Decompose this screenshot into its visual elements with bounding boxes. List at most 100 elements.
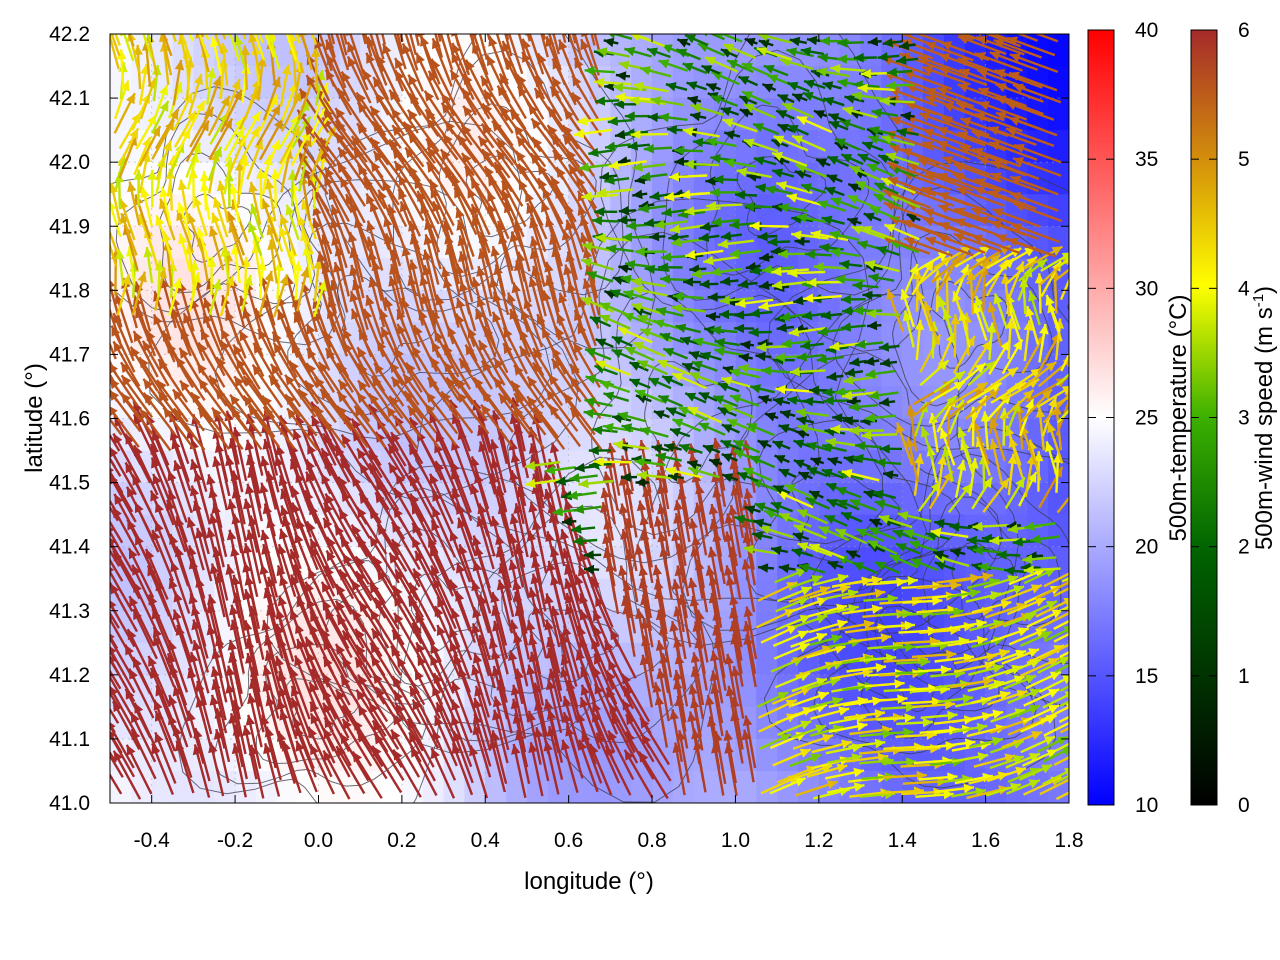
wind-arrow-head [242, 725, 252, 737]
temperature-cell [943, 514, 966, 548]
wind-arrow [511, 743, 527, 799]
wind-arrow-head [310, 744, 319, 756]
temperature-cell [631, 34, 653, 67]
wind-arrow-head [533, 727, 544, 738]
wind-arrow [826, 782, 865, 794]
wind-arrow-head [1028, 779, 1040, 789]
temperature-cell [860, 482, 883, 516]
temperature-cell [130, 770, 153, 803]
contour-line [812, 575, 1037, 755]
temperature-cell [631, 98, 653, 131]
temperature-cell [839, 674, 862, 708]
temperature-cell [860, 34, 883, 67]
temperature-cell [110, 66, 132, 99]
wind-arrow [263, 742, 281, 797]
temperature-cell [1006, 322, 1029, 356]
temperature-cell [318, 642, 341, 676]
wind-arrow [1055, 791, 1069, 801]
temperature-cell [756, 194, 778, 228]
wind-arrow-head [323, 750, 333, 762]
wind-arrow [985, 782, 1022, 797]
wind-arrow-head [154, 732, 164, 744]
temperature-cell [693, 418, 716, 452]
temperature-cell [401, 578, 424, 612]
wind-arrow-head [91, 519, 100, 530]
wind-arrow-head [89, 659, 98, 670]
temperature-cell [777, 546, 799, 580]
temperature-cell [610, 642, 632, 676]
temperature-cell [672, 66, 695, 99]
temperature-cell [964, 546, 987, 580]
wind-arrow [154, 731, 177, 784]
wind-arrow-head [826, 780, 838, 790]
temperature-cell [985, 482, 1008, 516]
contour-line [397, 456, 716, 803]
temperature-cell [443, 770, 466, 803]
temperature-cell [464, 354, 487, 388]
temperature-cell [1006, 354, 1029, 388]
wind-arrow-shaft [110, 772, 123, 795]
temperature-cell [297, 770, 320, 803]
temperature-cell [860, 386, 883, 420]
wind-arrow-head [263, 743, 273, 755]
wind-arrow [430, 747, 456, 799]
temperature-cell [902, 354, 924, 388]
wind-arrow [390, 728, 421, 778]
temperature-cell [1048, 66, 1069, 99]
wind-arrow-head [90, 581, 99, 592]
temperature-cell [110, 98, 132, 131]
wind-arrow-head [90, 676, 99, 687]
wind-arrow [623, 749, 654, 799]
wind-arrow-head [1071, 567, 1082, 576]
temperature-cell [902, 610, 924, 644]
wind-arrow [322, 750, 351, 800]
wind-arrow-head [88, 508, 97, 519]
temperature-cell [923, 642, 945, 676]
temperature-cell [860, 322, 883, 356]
temperature-cell [1048, 194, 1069, 228]
wind-arrow [915, 789, 954, 800]
temperature-cell [235, 226, 257, 260]
contour-line [951, 541, 1027, 621]
temperature-cell [735, 194, 758, 228]
temperature-cell [1048, 98, 1069, 131]
wind-arrow-head [94, 496, 103, 507]
wind-arrow-head [90, 550, 99, 561]
wind-arrow [309, 743, 335, 795]
wind-arrow-head [94, 446, 103, 457]
wind-arrow-head [93, 747, 102, 758]
temperature-cell [151, 770, 174, 803]
temperature-cell [547, 418, 570, 452]
temperature-cell [818, 162, 841, 196]
wind-arrow-head [86, 686, 95, 697]
temperature-cell [360, 322, 382, 356]
temperature-cell [610, 770, 632, 803]
wind-arrow-head [596, 732, 606, 744]
wind-arrow-head [1076, 767, 1087, 776]
temperature-cell [652, 194, 674, 228]
temperature-cell [235, 770, 257, 803]
wind-arrow-head [88, 568, 97, 579]
temperature-cell [714, 290, 737, 324]
wind-arrow [607, 729, 635, 781]
wind-arrows [86, 34, 1087, 801]
temperature-cell [1048, 130, 1069, 163]
wind-arrow [242, 725, 258, 780]
wind-arrow-head [95, 730, 104, 741]
temperature-cell [589, 322, 612, 356]
temperature-cell [735, 770, 758, 803]
temperature-cell [1006, 738, 1029, 772]
wind-arrow [125, 744, 153, 795]
wind-arrow-head [91, 628, 100, 639]
wind-arrow [795, 780, 838, 797]
contour-line [682, 351, 1003, 634]
temperature-cell [902, 578, 924, 612]
wind-arrow-head [431, 748, 440, 760]
wind-arrow-head [853, 782, 865, 792]
temperature-cell [756, 418, 778, 452]
wind-arrow-head [336, 746, 346, 757]
wind-arrow-head [1009, 782, 1021, 792]
wind-arrow-head [113, 750, 123, 762]
wind-arrow [528, 742, 544, 797]
wind-arrow-head [295, 740, 305, 752]
